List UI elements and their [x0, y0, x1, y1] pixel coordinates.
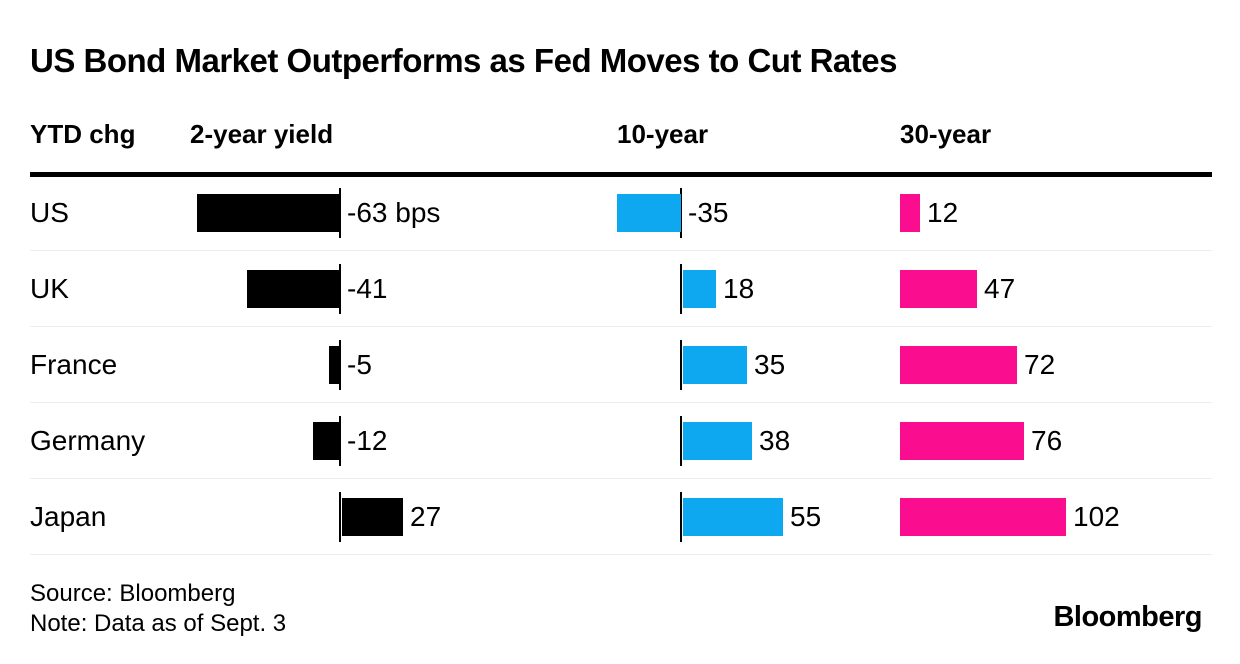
- bar-value-label-10yr-germany: 38: [759, 425, 791, 456]
- baseline-tick-2yr-germany: [339, 416, 341, 466]
- bar-value-label-10yr-france: 35: [754, 349, 786, 380]
- bar-value-label-2yr-germany: -12: [347, 425, 388, 456]
- bar-10yr-france: [683, 346, 747, 384]
- chart-row-japan: Japan 27 55 102: [0, 479, 1240, 555]
- row-label-germany: Germany: [30, 425, 146, 456]
- baseline-tick-10yr-uk: [680, 264, 682, 314]
- header-rule: [30, 172, 1212, 177]
- row-label-france: France: [30, 349, 118, 380]
- row-separator: [30, 554, 1212, 555]
- bar-value-label-10yr-japan: 55: [790, 501, 822, 532]
- chart-row-us: US -63 bps -35 12: [0, 175, 1240, 251]
- bar-30yr-france: [900, 346, 1017, 384]
- bar-30yr-germany: [900, 422, 1024, 460]
- bar-30yr-japan: [900, 498, 1066, 536]
- bar-2yr-us: [197, 194, 340, 232]
- bar-10yr-uk: [683, 270, 716, 308]
- bar-value-label-2yr-france: -5: [347, 349, 372, 380]
- baseline-tick-2yr-japan: [339, 492, 341, 542]
- baseline-tick-2yr-uk: [339, 264, 341, 314]
- row-separator: [30, 250, 1212, 251]
- row-label-us: US: [30, 197, 69, 228]
- data-note: Note: Data as of Sept. 3: [30, 610, 287, 637]
- bar-value-label-2yr-uk: -41: [347, 273, 388, 304]
- bar-value-label-2yr-us: -63 bps: [347, 197, 441, 228]
- bar-10yr-germany: [683, 422, 752, 460]
- row-separator: [30, 402, 1212, 403]
- column-header-2-year-yield: 2-year yield: [190, 119, 334, 149]
- bar-30yr-us: [900, 194, 920, 232]
- bar-value-label-10yr-us: -35: [688, 197, 729, 228]
- bloomberg-logo: Bloomberg: [1053, 601, 1202, 633]
- baseline-tick-10yr-germany: [680, 416, 682, 466]
- bar-value-label-30yr-us: 12: [927, 197, 959, 228]
- baseline-tick-10yr-france: [680, 340, 682, 390]
- chart-row-uk: UK -41 18 47: [0, 251, 1240, 327]
- baseline-tick-2yr-france: [339, 340, 341, 390]
- row-separator: [30, 326, 1212, 327]
- chart-title: US Bond Market Outperforms as Fed Moves …: [30, 42, 897, 79]
- bar-10yr-us: [617, 194, 681, 232]
- bar-2yr-japan: [342, 498, 403, 536]
- row-label-japan: Japan: [30, 501, 107, 532]
- chart-row-germany: Germany -12 38 76: [0, 403, 1240, 479]
- chart-rows: US -63 bps -35 12 UK -41 18 47 France -5 35 72 Germa…: [0, 175, 1240, 555]
- row-separator: [30, 478, 1212, 479]
- bar-10yr-japan: [683, 498, 783, 536]
- bar-30yr-uk: [900, 270, 977, 308]
- bar-value-label-30yr-uk: 47: [984, 273, 1016, 304]
- bar-2yr-germany: [313, 422, 340, 460]
- baseline-tick-10yr-us: [680, 188, 682, 238]
- chart-row-france: France -5 35 72: [0, 327, 1240, 403]
- bar-value-label-30yr-japan: 102: [1073, 501, 1120, 532]
- source-note: Source: Bloomberg: [30, 580, 236, 607]
- baseline-tick-10yr-japan: [680, 492, 682, 542]
- column-header-ytd-chg: YTD chg: [30, 119, 136, 149]
- bar-value-label-10yr-uk: 18: [723, 273, 755, 304]
- bar-2yr-uk: [247, 270, 340, 308]
- baseline-tick-2yr-us: [339, 188, 341, 238]
- row-label-uk: UK: [30, 273, 69, 304]
- bar-2yr-france: [329, 346, 340, 384]
- bar-value-label-30yr-germany: 76: [1031, 425, 1063, 456]
- bar-value-label-2yr-japan: 27: [410, 501, 442, 532]
- column-header-30-year: 30-year: [900, 119, 992, 149]
- bar-value-label-30yr-france: 72: [1024, 349, 1056, 380]
- column-header-10-year: 10-year: [617, 119, 709, 149]
